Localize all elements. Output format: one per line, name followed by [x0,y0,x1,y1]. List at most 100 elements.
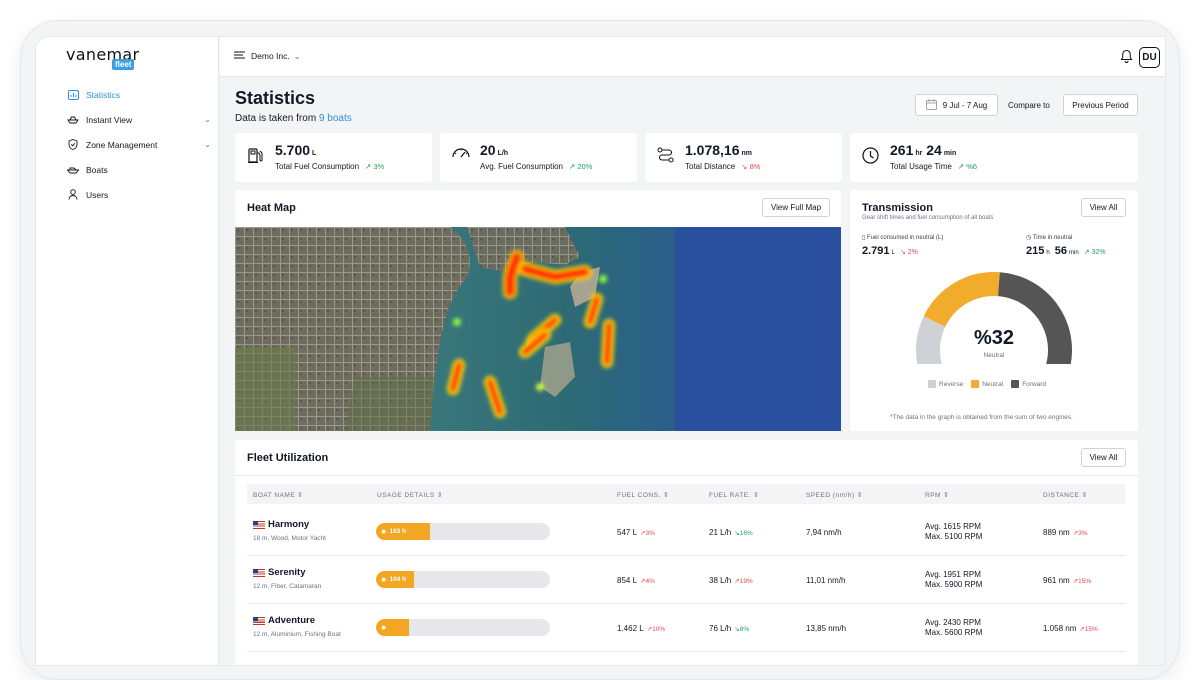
table-row[interactable]: Harmony 18 m, Wood, Motor Yacht ✹ 163 h 5… [247,508,1125,556]
column-header-distance[interactable]: DISTANCE ⇕ [1043,492,1088,499]
heat-map-card: Heat Map View Full Map [235,190,841,431]
sidebar-item-boats[interactable]: Boats [66,157,211,182]
rpm: Avg. 1615 RPM Max. 5100 RPM [925,522,983,541]
clock-icon: ◷ [1026,235,1032,241]
gauge-arc-neutral [923,272,1000,328]
main-content: Statistics Data is taken from 9 boats 9 … [220,78,1165,665]
time-neutral-value: 215 h 56 min ↗ 32% [1026,245,1106,257]
org-name: Demo Inc. [251,51,290,61]
column-header-speed[interactable]: SPEED (nm/h) ⇕ [806,492,863,499]
boat-description: 12 m, Aluminium, Fishing Boat [253,631,341,638]
column-header-usage-details[interactable]: USAGE DETAILS ⇕ [377,492,443,499]
stat-value: 1.078,16 nm [685,142,752,158]
usage-bar: ✹ [376,619,550,636]
trend-up-badge: ↗ 3% [365,162,385,171]
heat-map-title: Heat Map [247,202,296,214]
column-header-fuel-rate[interactable]: FUEL RATE. ⇕ [709,492,760,499]
boat-description: 18 m, Wood, Motor Yacht [253,535,326,542]
gauge-legend: Reverse Neutral Forward [928,380,1054,388]
stat-label: Avg. Fuel Consumption ↗ 20% [480,162,593,171]
boat-name: Adventure [253,615,315,626]
fuel-rate: 76 L/h ↘8% [709,624,750,633]
menu-icon[interactable] [234,51,245,61]
stat-card-usage-time: 261 hr 24 min Total Usage Time ↗ %6 [850,133,1138,182]
sidebar-nav: Statistics Instant View ⌄ Zone Managemen… [66,82,211,207]
date-range-label: 9 Jul - 7 Aug [942,100,988,110]
gauge-arc-reverse [916,316,946,364]
usage-bar: ✹ 104 h [376,571,550,588]
stat-value: 20 L/h [480,142,509,158]
subtitle-text: Data is taken from [235,113,317,124]
sidebar-item-label: Statistics [86,89,121,100]
calendar-icon [925,98,937,112]
chevron-down-icon: ⌄ [204,115,211,124]
stat-label: Total Distance ↘ 8% [685,162,761,171]
gauge-arc-forward [997,272,1072,364]
fuel-rate: 21 L/h ↘16% [709,528,753,537]
engine-icon: ✹ [381,576,387,584]
gauge-value: %32 [973,327,1015,349]
user-icon [66,189,80,200]
trend-up-badge: ↗ %6 [957,162,978,171]
boat-name: Serenity [253,567,306,578]
sidebar-item-label: Boats [86,164,108,175]
stat-value: 5.700 L [275,142,317,158]
avatar[interactable]: DU [1139,47,1160,68]
fuel-neutral-value: 2.791 L ↘ 2% [862,245,918,257]
transmission-view-all-button[interactable]: View All [1081,198,1126,217]
transmission-note: *The data in the graph is obtained from … [890,414,1073,421]
compare-period-button[interactable]: Previous Period [1063,94,1138,116]
column-header-rpm[interactable]: RPM ⇕ [925,492,950,499]
table-header: BOAT NAME ⇕ USAGE DETAILS ⇕ FUEL CONS. ⇕… [247,484,1125,504]
chevron-down-icon: ⌄ [293,51,301,61]
sidebar: vanemar fleet Statistics Instant View ⌄ [36,37,219,665]
table-row[interactable]: Serenity 12 m, Fiber, Catamaran ✹ 104 h 8… [247,556,1125,604]
engine-icon: ✹ [381,528,387,536]
boat-icon [66,165,80,174]
gear-gauge [916,272,1072,364]
view-full-map-button[interactable]: View Full Map [762,198,830,217]
sidebar-item-statistics[interactable]: Statistics [66,82,211,107]
bell-icon[interactable] [1120,49,1133,68]
heat-map[interactable] [235,227,841,431]
transmission-card: Transmission Gear shift times and fuel c… [850,190,1138,431]
chart-icon [66,89,80,100]
top-bar: Demo Inc. ⌄ DU [220,37,1165,77]
org-selector[interactable]: Demo Inc. ⌄ [234,51,300,61]
distance: 1.058 nm ↗15% [1043,624,1098,633]
logo-badge: fleet [112,59,135,70]
fuel-rate: 38 L/h ↗19% [709,576,753,585]
sidebar-item-zone-management[interactable]: Zone Management ⌄ [66,132,211,157]
column-header-boat-name[interactable]: BOAT NAME ⇕ [253,492,304,499]
table-row[interactable]: Adventure 12 m, Aluminium, Fishing Boat … [247,604,1125,652]
speed: 13,85 nm/h [806,624,847,633]
usage-bar-fill: ✹ 104 h [376,571,415,588]
boat-outline-icon [66,115,80,124]
compare-label: Compare to [1008,101,1050,110]
us-flag-icon [253,568,265,577]
stat-card-distance: 1.078,16 nm Total Distance ↘ 8% [645,133,842,182]
logo: vanemar fleet [66,45,139,70]
stat-value: 261 hr 24 min [890,142,957,158]
chevron-down-icon: ⌄ [204,140,211,149]
sidebar-item-users[interactable]: Users [66,182,211,207]
column-header-fuel-cons[interactable]: FUEL CONS. ⇕ [617,492,670,499]
stat-label: Total Fuel Consumption ↗ 3% [275,162,385,171]
trend-down-badge: ↘ 2% [899,249,918,256]
sidebar-item-instant-view[interactable]: Instant View ⌄ [66,107,211,132]
us-flag-icon [253,520,265,529]
fuel-pump-icon: ▯ [862,235,866,241]
date-range-button[interactable]: 9 Jul - 7 Aug [915,94,998,116]
fleet-view-all-button[interactable]: View All [1081,448,1126,467]
legend-item-forward: Forward [1011,380,1046,388]
trend-up-badge: ↗ 32% [1083,249,1106,256]
gauge-icon [452,147,470,166]
shield-icon [66,139,80,150]
app-window: vanemar fleet Statistics Instant View ⌄ [35,36,1166,666]
fleet-utilization-card: Fleet Utilization View All BOAT NAME ⇕ U… [235,440,1138,665]
speed: 11,01 nm/h [806,576,846,585]
sidebar-item-label: Zone Management [86,139,158,150]
us-flag-icon [253,616,265,625]
trend-down-badge: ↘ 8% [741,162,761,171]
boats-link[interactable]: 9 boats [318,113,352,124]
